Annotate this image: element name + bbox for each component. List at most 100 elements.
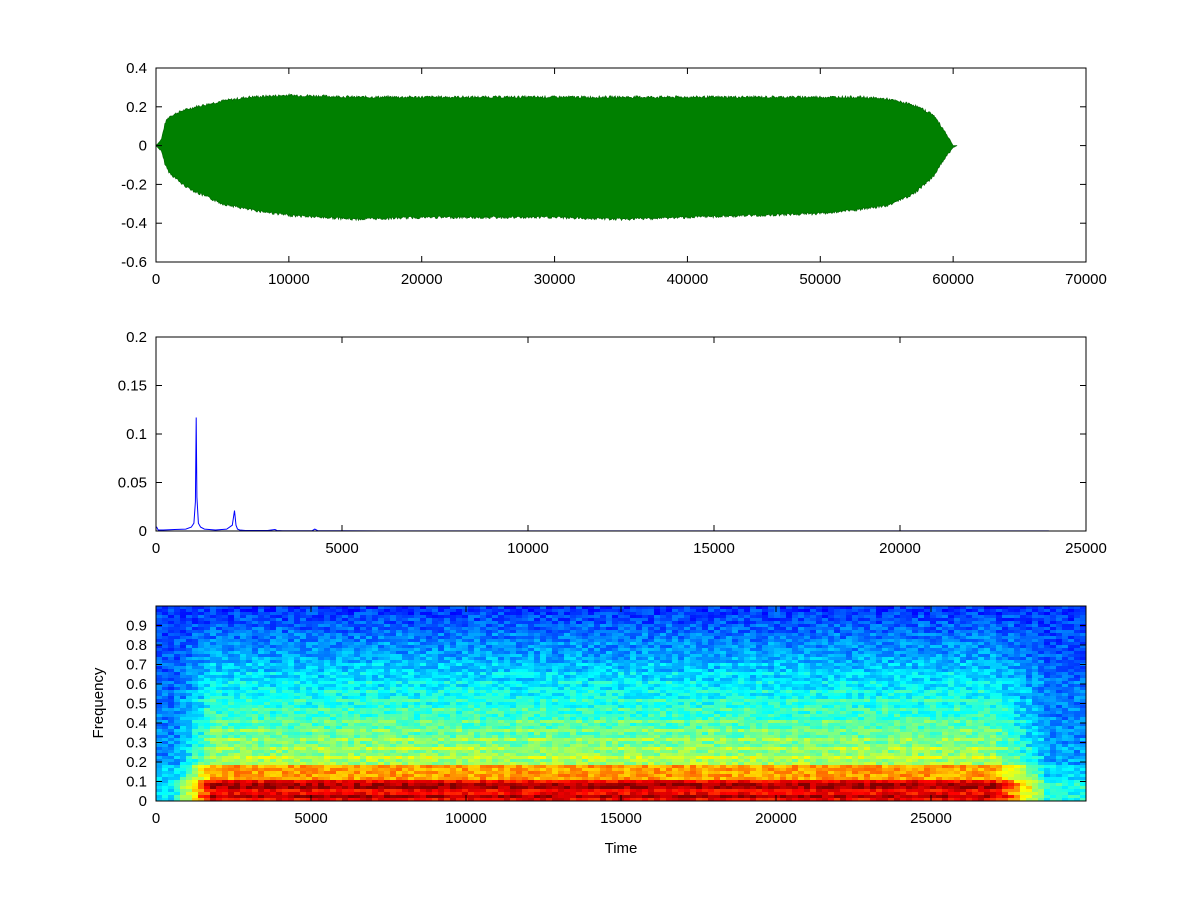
spectrogram-cell (600, 744, 607, 748)
spectrogram-cell (456, 648, 463, 652)
spectrogram-cell (156, 633, 163, 637)
spectrogram-cell (510, 762, 517, 766)
spectrogram-cell (234, 708, 241, 712)
spectrogram-cell (582, 795, 589, 799)
spectrogram-cell (300, 744, 307, 748)
spectrogram-cell (186, 720, 193, 724)
spectrogram-cell (342, 780, 349, 784)
spectrogram-cell (276, 705, 283, 709)
spectrogram-cell (600, 777, 607, 781)
spectrogram-cell (324, 741, 331, 745)
spectrogram-cell (444, 777, 451, 781)
spectrogram-cell (438, 639, 445, 643)
spectrogram-cell (366, 642, 373, 646)
spectrogram-cell (450, 615, 457, 619)
spectrogram-cell (606, 624, 613, 628)
spectrogram-cell (408, 615, 415, 619)
spectrogram-cell (528, 783, 535, 787)
spectrogram-cell (498, 783, 505, 787)
spectrogram-cell (564, 777, 571, 781)
spectrogram-cell (174, 708, 181, 712)
spectrogram-cell (396, 606, 403, 610)
spectrogram-cell (216, 648, 223, 652)
spectrogram-cell (270, 687, 277, 691)
spectrogram-cell (330, 732, 337, 736)
spectrogram-cell (372, 663, 379, 667)
spectrogram-cell (522, 798, 529, 801)
spectrogram-cell (468, 672, 475, 676)
spectrogram-cell (186, 678, 193, 682)
spectrogram-cell (240, 747, 247, 751)
spectrogram-cell (180, 696, 187, 700)
spectrogram-cell (414, 666, 421, 670)
spectrogram-cell (432, 711, 439, 715)
spectrogram-cell (360, 753, 367, 757)
spectrogram-cell (414, 654, 421, 658)
spectrogram-cell (420, 612, 427, 616)
spectrogram-cell (570, 618, 577, 622)
spectrogram-cell (438, 633, 445, 637)
spectrogram-cell (270, 639, 277, 643)
spectrogram-cell (318, 747, 325, 751)
spectrogram-cell (366, 729, 373, 733)
spectrogram-cell (312, 648, 319, 652)
spectrogram-cell (354, 663, 361, 667)
spectrogram-cell (366, 606, 373, 610)
spectrogram-cell (168, 702, 175, 706)
spectrogram-cell (180, 717, 187, 721)
spectrogram-cell (240, 741, 247, 745)
spectrogram-cell (396, 759, 403, 763)
spectrogram-cell (582, 735, 589, 739)
spectrogram-cell (180, 693, 187, 697)
spectrogram-cell (336, 627, 343, 631)
spectrum-panel: 0.20.150.10.050 0 5000 10000 15000 20000 2500… (118, 329, 1107, 557)
spectrogram-cell (336, 708, 343, 712)
spectrogram-cell (576, 732, 583, 736)
spectrogram-cell (198, 654, 205, 658)
spectrogram-cell (528, 672, 535, 676)
spectrogram-cell (588, 615, 595, 619)
spectrogram-cell (594, 795, 601, 799)
spectrogram-cell (282, 765, 289, 769)
spectrogram-cell (582, 606, 589, 610)
spectrogram-cell (558, 765, 565, 769)
spectrogram-cell (528, 690, 535, 694)
spectrogram-cell (216, 735, 223, 739)
spectrogram-cell (408, 630, 415, 634)
spectrogram-cell (552, 654, 559, 658)
spectrogram-cell (240, 729, 247, 733)
spectrogram-cell (162, 714, 169, 718)
spectrogram-cell (318, 765, 325, 769)
spectrogram-cell (486, 642, 493, 646)
spectrogram-cell (486, 735, 493, 739)
spectrogram-cell (282, 789, 289, 793)
spectrogram-cell (510, 621, 517, 625)
spectrogram-cell (186, 786, 193, 790)
spectrogram-cell (204, 756, 211, 760)
spectrogram-cell (564, 687, 571, 691)
spectrogram-cell (492, 771, 499, 775)
spectrogram-cell (336, 714, 343, 718)
spectrogram-cell (258, 768, 265, 772)
spectrogram-cell (366, 681, 373, 685)
spectrogram-cell (396, 645, 403, 649)
spectrogram-cell (606, 630, 613, 634)
spectrogram-cell (390, 675, 397, 679)
spectrogram-cell (336, 678, 343, 682)
spectrogram-cell (576, 726, 583, 730)
spectrogram-cell (186, 792, 193, 796)
spectrogram-cell (372, 774, 379, 778)
spectrogram-cell (174, 636, 181, 640)
spectrogram-cell (204, 666, 211, 670)
spectrogram-cell (342, 789, 349, 793)
spectrogram-cell (324, 696, 331, 700)
spectrogram-cell (354, 702, 361, 706)
spectrogram-cell (258, 642, 265, 646)
spectrogram-cell (504, 693, 511, 697)
spectrogram-cell (450, 768, 457, 772)
spectrogram-cell (540, 675, 547, 679)
spectrogram-cell (576, 696, 583, 700)
spectrogram-cell (246, 699, 253, 703)
spectrogram-cell (300, 798, 307, 801)
